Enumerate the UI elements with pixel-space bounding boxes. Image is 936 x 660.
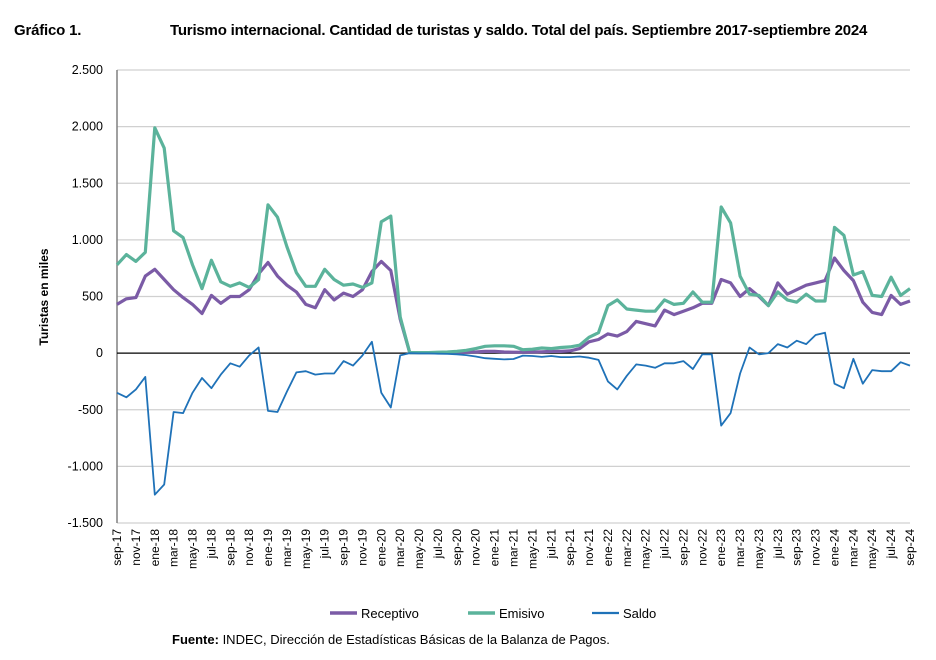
x-tick-label: ene-22	[601, 529, 615, 567]
x-tick-label: sep-22	[676, 529, 690, 566]
x-tick-label: ene-21	[488, 529, 502, 567]
x-tick-label: jul-21	[544, 529, 558, 560]
x-tick-label: nov-20	[469, 529, 483, 566]
x-axis-ticks: sep-17 nov-17 ene-18 mar-18 may-18 jul-18 sep-…	[110, 529, 917, 569]
y-tick-label: -1.500	[68, 516, 103, 530]
x-tick-label: jul-22	[658, 529, 672, 560]
x-tick-label: sep-23	[790, 529, 804, 566]
x-tick-label: mar-21	[507, 529, 521, 567]
legend-item-emisivo: Emisivo	[468, 606, 545, 621]
x-tick-label: may-22	[639, 529, 653, 569]
x-tick-label: nov-18	[242, 529, 256, 566]
x-tick-label: mar-24	[846, 529, 860, 567]
series-line-receptivo	[116, 256, 911, 355]
y-tick-label: 1.500	[72, 176, 103, 190]
legend: Receptivo Emisivo Saldo	[330, 606, 656, 621]
y-axis-label: Turistas en miles	[37, 248, 51, 345]
series-line-saldo	[116, 331, 911, 496]
x-tick-label: mar-23	[733, 529, 747, 567]
x-tick-label: jul-20	[431, 529, 445, 560]
figure-number: Gráfico 1.	[14, 22, 82, 39]
x-tick-label: jul-23	[771, 529, 785, 560]
x-tick-label: nov-17	[129, 529, 143, 566]
series-line-emisivo	[115, 126, 911, 355]
y-tick-label: 0	[96, 346, 103, 360]
x-tick-label: mar-22	[620, 529, 634, 567]
legend-label: Receptivo	[361, 606, 419, 621]
chart-title: Turismo internacional. Cantidad de turis…	[170, 22, 868, 39]
x-tick-label: mar-18	[167, 529, 181, 567]
x-tick-label: may-21	[525, 529, 539, 569]
y-tick-label: 2.500	[72, 63, 103, 77]
legend-item-saldo: Saldo	[592, 606, 656, 621]
y-axis-ticks: 2.500 2.000 1.500 1.000 500 0 -500 -1.000 -1.500	[68, 63, 104, 530]
source-note: Fuente: INDEC, Dirección de Estadísticas…	[172, 632, 610, 647]
legend-label: Saldo	[623, 606, 656, 621]
legend-item-receptivo: Receptivo	[330, 606, 419, 621]
y-tick-label: 1.000	[72, 233, 103, 247]
x-tick-label: nov-22	[695, 529, 709, 566]
x-tick-label: may-23	[752, 529, 766, 569]
x-tick-label: jul-18	[204, 529, 218, 560]
x-tick-label: sep-17	[110, 529, 124, 566]
x-tick-label: ene-24	[827, 529, 841, 567]
x-tick-label: nov-21	[582, 529, 596, 566]
x-tick-label: may-20	[412, 529, 426, 569]
y-tick-label: -1.000	[68, 459, 103, 473]
legend-label: Emisivo	[499, 606, 545, 621]
y-tick-label: -500	[78, 403, 103, 417]
x-tick-label: sep-19	[337, 529, 351, 566]
x-tick-label: ene-20	[374, 529, 388, 567]
x-tick-label: jul-19	[318, 529, 332, 560]
x-tick-label: may-24	[865, 529, 879, 569]
x-tick-label: sep-18	[223, 529, 237, 566]
x-tick-label: sep-24	[903, 529, 917, 566]
y-tick-label: 2.000	[72, 120, 103, 134]
x-tick-label: jul-24	[884, 529, 898, 560]
x-tick-label: ene-23	[714, 529, 728, 567]
x-tick-label: sep-21	[563, 529, 577, 566]
x-tick-label: ene-19	[261, 529, 275, 567]
series-lines	[115, 126, 911, 496]
x-tick-label: nov-19	[355, 529, 369, 566]
x-tick-label: may-19	[299, 529, 313, 569]
x-tick-label: sep-20	[450, 529, 464, 566]
y-tick-label: 500	[82, 290, 103, 304]
x-tick-label: mar-19	[280, 529, 294, 567]
x-tick-label: ene-18	[148, 529, 162, 567]
source-text: INDEC, Dirección de Estadísticas Básicas…	[218, 632, 610, 647]
x-tick-label: may-18	[186, 529, 200, 569]
x-tick-label: nov-23	[809, 529, 823, 566]
source-label: Fuente:	[172, 632, 219, 647]
gridlines	[117, 69, 910, 524]
x-tick-label: mar-20	[393, 529, 407, 567]
